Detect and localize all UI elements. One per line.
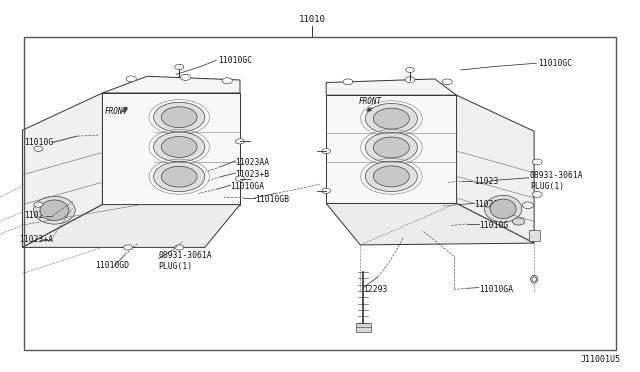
Bar (24, 37, 616, 350)
Polygon shape (456, 95, 534, 243)
Polygon shape (102, 93, 240, 205)
Circle shape (175, 245, 184, 250)
Text: 12293: 12293 (364, 285, 388, 294)
Ellipse shape (33, 196, 76, 224)
Circle shape (124, 245, 132, 250)
Text: FRONT: FRONT (105, 107, 128, 116)
Circle shape (513, 218, 525, 225)
Text: FRONT: FRONT (358, 97, 381, 106)
Circle shape (373, 166, 410, 187)
Text: PLUG(1): PLUG(1) (159, 262, 193, 271)
Polygon shape (102, 76, 240, 93)
Circle shape (406, 67, 414, 73)
Text: 08931-3061A: 08931-3061A (159, 251, 212, 260)
Circle shape (175, 64, 184, 70)
Ellipse shape (532, 277, 536, 282)
Text: 11023+A: 11023+A (19, 235, 53, 244)
Circle shape (343, 79, 353, 85)
Polygon shape (22, 205, 240, 247)
Text: 11010GA: 11010GA (479, 285, 513, 294)
Circle shape (532, 192, 542, 197)
Circle shape (180, 74, 191, 80)
Circle shape (365, 103, 417, 134)
Text: 11010G: 11010G (24, 138, 54, 147)
Circle shape (161, 137, 197, 157)
Circle shape (373, 108, 410, 129)
Circle shape (222, 78, 232, 84)
Circle shape (154, 102, 205, 132)
Circle shape (365, 132, 417, 163)
Circle shape (522, 202, 534, 208)
Text: 08931-3061A: 08931-3061A (530, 171, 584, 180)
Polygon shape (326, 79, 456, 95)
Circle shape (405, 77, 415, 83)
Text: 11010GB: 11010GB (255, 195, 289, 204)
Circle shape (532, 159, 542, 165)
Text: 11021M: 11021M (474, 200, 503, 209)
Circle shape (322, 148, 330, 154)
Bar (356, 323, 371, 331)
Text: 11023+B: 11023+B (236, 170, 269, 179)
Text: 11023AA: 11023AA (236, 158, 269, 167)
Circle shape (236, 139, 244, 144)
Circle shape (236, 176, 244, 181)
Text: 11010GA: 11010GA (230, 182, 264, 191)
Polygon shape (326, 203, 534, 245)
Ellipse shape (490, 199, 516, 219)
Text: 11010GC: 11010GC (538, 59, 572, 68)
Polygon shape (22, 93, 102, 247)
Text: PLUG(1): PLUG(1) (530, 182, 564, 191)
Circle shape (154, 162, 205, 192)
Circle shape (161, 166, 197, 187)
Text: 11023: 11023 (474, 177, 498, 186)
Circle shape (154, 132, 205, 162)
Polygon shape (326, 95, 456, 203)
Circle shape (322, 188, 330, 193)
Text: 11010: 11010 (299, 15, 326, 24)
Text: 11010G: 11010G (479, 221, 508, 230)
Circle shape (365, 161, 417, 192)
Circle shape (373, 137, 410, 158)
Circle shape (34, 202, 43, 207)
Text: J11001U5: J11001U5 (581, 355, 621, 364)
Circle shape (126, 76, 136, 82)
Ellipse shape (484, 195, 522, 222)
Text: 11010GD: 11010GD (95, 262, 129, 270)
Text: 11023A: 11023A (24, 211, 54, 220)
Circle shape (34, 146, 43, 151)
Ellipse shape (40, 200, 68, 220)
Circle shape (442, 79, 452, 85)
Bar (529, 231, 540, 241)
Text: 11010GC: 11010GC (218, 56, 252, 65)
Ellipse shape (531, 275, 538, 283)
Circle shape (161, 107, 197, 128)
